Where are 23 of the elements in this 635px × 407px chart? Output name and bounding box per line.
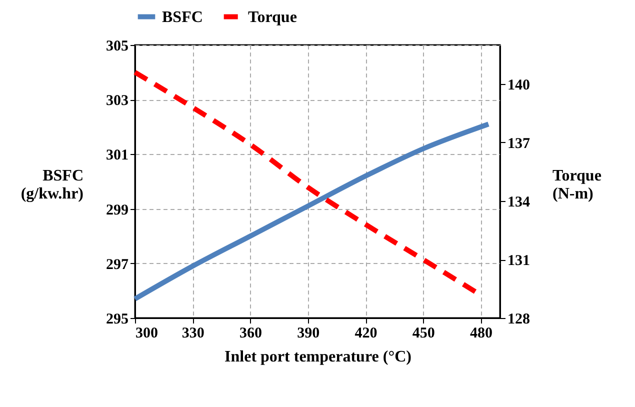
y2-tick-label: 134 [508,194,530,210]
y2-tick-label: 140 [508,78,530,94]
x-tick-label: 360 [240,326,262,342]
x-tick-label: 390 [297,326,320,342]
x-tick-label: 450 [412,326,435,342]
y2-tick-label: 131 [508,253,530,269]
x-tick-label: 480 [470,326,493,342]
y-tick-label: 303 [106,93,128,110]
y2-tick-label: 128 [508,312,530,328]
legend-label: BSFC [162,8,203,26]
x-tick-label: 330 [182,326,204,342]
y-axis-title: BSFC (g/kw.hr) [20,168,84,202]
y-tick-label: 305 [106,38,128,54]
y-tick-label: 297 [106,256,129,273]
x-tick-label: 420 [354,326,378,342]
x-axis-title: Inlet port temperature (°C) [224,348,412,366]
x-tick-label: 300 [136,326,158,342]
y-tick-label: 295 [106,312,128,328]
y2-axis-title: Torque (N-m) [552,168,602,202]
y-tick-label: 301 [106,148,128,164]
y-tick-label: 299 [106,202,128,218]
legend-label: Torque [248,8,297,26]
y2-tick-label: 137 [508,136,530,152]
